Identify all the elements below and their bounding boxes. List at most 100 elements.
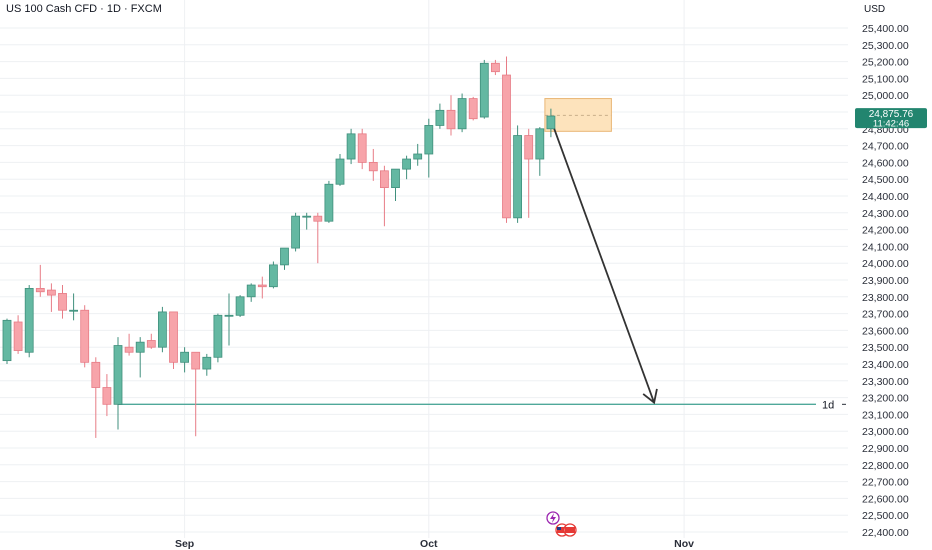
candle [47, 283, 56, 312]
arrow-line[interactable] [553, 128, 655, 403]
candle-body [146, 340, 156, 348]
candle-body [235, 296, 245, 316]
y-tick-label: 22,400.00 [862, 527, 909, 539]
y-tick-label: 24,400.00 [862, 191, 909, 203]
candle [202, 353, 212, 376]
y-tick-label: 23,800.00 [862, 292, 909, 304]
candle [180, 347, 190, 373]
y-tick-label: 22,500.00 [862, 510, 909, 522]
candle [213, 313, 223, 363]
candle-body [35, 287, 45, 293]
target-zone[interactable] [544, 98, 612, 132]
candle-body [135, 341, 145, 353]
candle [146, 333, 156, 349]
us-flag-stripes [557, 527, 567, 533]
candle [368, 148, 378, 181]
candle [268, 261, 278, 289]
currency-label[interactable]: USD [864, 4, 885, 15]
candle [468, 96, 478, 121]
candle-body [47, 289, 56, 296]
candle-body [357, 133, 367, 163]
chart-title: US 100 Cash CFD · 1D · FXCM [6, 3, 162, 15]
y-tick-label: 23,200.00 [862, 393, 909, 405]
candle-body [169, 311, 178, 363]
candle [69, 293, 78, 321]
y-tick-label: 22,800.00 [862, 460, 909, 472]
candle [302, 212, 312, 230]
candle [413, 143, 423, 166]
y-tick-label: 23,000.00 [862, 426, 909, 438]
candle-body [69, 309, 78, 312]
candle [35, 264, 45, 297]
candle-body [224, 314, 234, 317]
projection-arrow[interactable] [553, 128, 658, 405]
candle [80, 305, 90, 368]
candle-body [58, 293, 67, 311]
event-markers[interactable] [546, 511, 577, 537]
last-price-value: 24,875.76 [869, 109, 914, 120]
candle-body [368, 161, 378, 172]
bar-countdown: 11:42:46 [873, 119, 909, 130]
candle [535, 127, 545, 176]
candle [391, 168, 400, 202]
candle [224, 293, 234, 346]
y-tick-label: 25,000.00 [862, 90, 909, 102]
level-label: 1d [822, 399, 834, 411]
candle [335, 154, 345, 186]
candle [457, 93, 467, 133]
candle [524, 128, 534, 218]
candle-body [468, 98, 478, 120]
candle-body [268, 264, 278, 288]
candle-body [413, 153, 423, 160]
y-tick-label: 24,500.00 [862, 174, 909, 186]
y-tick-label: 24,600.00 [862, 157, 909, 169]
candle-body [213, 314, 223, 358]
candle-body [490, 62, 500, 73]
candle [490, 59, 500, 76]
us-flag-icon[interactable] [555, 523, 577, 537]
candle [91, 357, 101, 438]
y-tick-label: 24,200.00 [862, 225, 909, 237]
candle-body [257, 284, 267, 288]
y-tick-label: 23,100.00 [862, 409, 909, 421]
candle-body [124, 346, 134, 353]
candle [246, 283, 256, 302]
y-tick-label: 22,900.00 [862, 443, 909, 455]
candle [324, 180, 334, 223]
candle-body [535, 128, 545, 160]
lightning-icon[interactable] [546, 511, 560, 525]
y-tick-label: 24,000.00 [862, 258, 909, 270]
last-price-badge-bg [855, 108, 927, 129]
candle [346, 128, 356, 165]
candle [24, 285, 34, 358]
last-price-badge: 24,875.76 11:42:46 [855, 108, 927, 130]
lightning-icon-bolt [550, 513, 556, 523]
candle [102, 374, 112, 417]
candle-body [91, 361, 101, 388]
y-tick-label: 25,400.00 [862, 23, 909, 35]
candle [313, 212, 323, 264]
grid-lines [0, 0, 848, 538]
candle-body [191, 351, 201, 370]
candle-body [513, 135, 522, 219]
candle-body [2, 319, 12, 362]
candle-body [246, 284, 256, 298]
y-tick-label: 24,300.00 [862, 208, 909, 220]
x-tick-label: Oct [420, 538, 438, 550]
price-axis[interactable]: 22,400.00 22,500.00 22,600.00 22,700.00 22,8… [862, 23, 909, 539]
candle-body [102, 387, 112, 405]
candle-body [24, 287, 34, 353]
candle [357, 128, 367, 170]
candle-body [313, 215, 323, 222]
candle [446, 95, 456, 136]
x-tick-label: Nov [674, 538, 694, 550]
candle [280, 247, 289, 270]
candle [257, 276, 267, 299]
y-tick-label: 25,300.00 [862, 40, 909, 52]
us-flag-canton [557, 527, 561, 530]
candle-body [13, 321, 23, 351]
candle-body [479, 62, 489, 118]
time-axis[interactable]: Sep Oct Nov [175, 538, 694, 550]
candle-body [202, 356, 212, 370]
